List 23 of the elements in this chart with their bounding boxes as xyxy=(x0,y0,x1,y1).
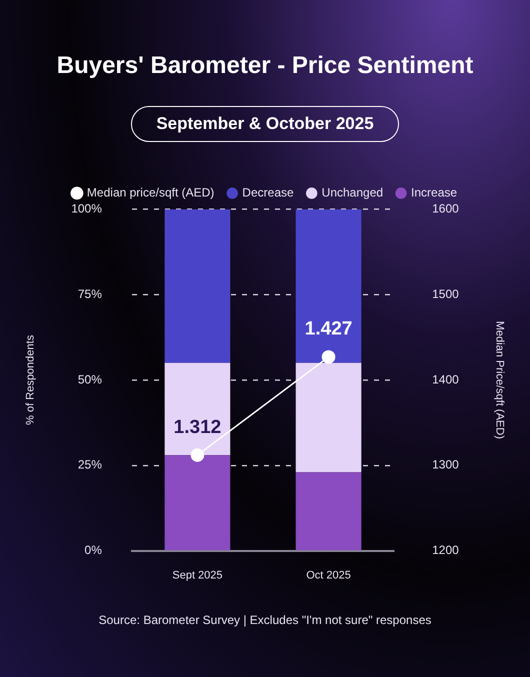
legend-label: Decrease xyxy=(242,186,294,200)
x-tick-label: Oct 2025 xyxy=(306,569,351,582)
y2-tick-label: 1400 xyxy=(432,372,460,386)
y-tick-label: 75% xyxy=(78,286,102,301)
y-tick-label: 100% xyxy=(71,202,102,216)
y2-tick-label: 1600 xyxy=(432,202,460,216)
y2-axis-title: Median Price/sqft (AED) xyxy=(493,321,506,439)
y-tick-label: 25% xyxy=(78,458,102,472)
y-axis-title: % of Respondents xyxy=(24,334,37,425)
y-tick-label: 0% xyxy=(84,543,102,558)
y2-tick-label: 1500 xyxy=(432,286,460,301)
chart-title: Buyers' Barometer - Price Sentiment xyxy=(56,52,474,80)
legend-label: Increase xyxy=(411,186,458,200)
chart-subtitle: September & October 2025 xyxy=(131,106,399,142)
source-note: Source: Barometer Survey | Excludes "I'm not sure" responses xyxy=(98,613,432,627)
data-label: 1.312 xyxy=(174,416,222,438)
y2-tick-label: 1300 xyxy=(432,458,460,472)
y2-tick-label: 1200 xyxy=(432,543,460,558)
x-tick-label: Sept 2025 xyxy=(172,569,223,582)
data-label: 1.427 xyxy=(304,318,352,340)
legend-label: Unchanged xyxy=(322,186,384,200)
legend-label: Median price/sqft (AED) xyxy=(86,186,214,200)
y-tick-label: 50% xyxy=(78,372,102,386)
